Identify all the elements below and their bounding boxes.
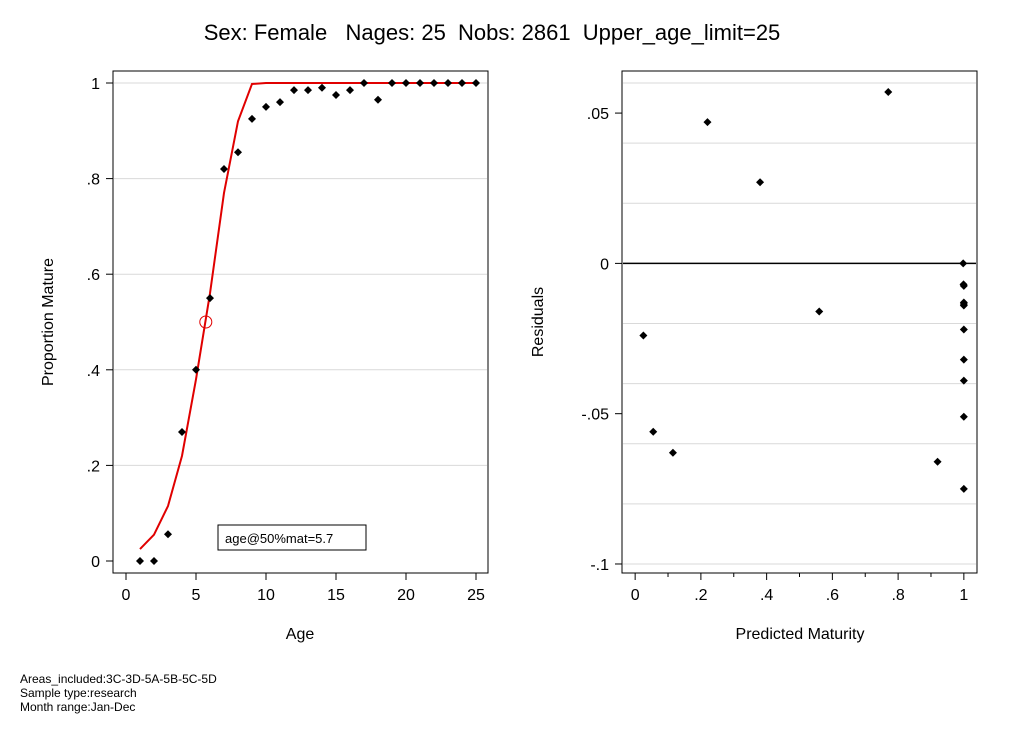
residual-point xyxy=(959,484,968,493)
y-tick-label-right: -.1 xyxy=(590,557,609,574)
observed-point xyxy=(388,79,396,87)
observed-point xyxy=(248,114,256,123)
observed-point xyxy=(206,294,214,303)
plot-area-right xyxy=(621,70,978,574)
grid-right xyxy=(623,82,976,565)
observed-point xyxy=(416,79,424,87)
x-tick-label-right: .4 xyxy=(760,587,773,604)
residual-point xyxy=(959,281,968,290)
y-tick-label-right: 0 xyxy=(600,256,609,273)
observed-point xyxy=(374,95,382,104)
residual-point xyxy=(884,88,893,97)
legend-text: age@50%mat=5.7 xyxy=(225,531,333,546)
x-tick-label-right: 0 xyxy=(631,587,640,604)
a50-marker xyxy=(199,315,213,329)
residual-point xyxy=(649,427,658,436)
observed-point xyxy=(360,79,368,87)
maturity-ogive-chart: 0 5 10 15 20 25 0 .2 .4 .6 .8 1 age@50%mat=5.7 Age… xyxy=(40,70,489,643)
y-tick-label-left: 0 xyxy=(91,554,100,571)
y-tick-label-left: .8 xyxy=(87,172,100,189)
y-axis-label-right: Residuals xyxy=(530,287,547,357)
x-tick-label-left: 0 xyxy=(122,587,131,604)
residuals-chart: 0 .2 .4 .6 .8 1 -.1 -.05 0 .05 Predicted Maturit… xyxy=(530,70,978,643)
residual-point xyxy=(959,259,968,268)
residual-point xyxy=(933,457,942,466)
y-ticks-right: -.1 -.05 0 .05 xyxy=(581,106,622,574)
residual-point xyxy=(959,376,968,385)
observed-point xyxy=(220,165,228,174)
y-ticks-left: 0 .2 .4 .6 .8 1 xyxy=(87,76,113,571)
observed-point xyxy=(458,79,466,87)
residual-point xyxy=(959,355,968,364)
residual-point xyxy=(959,325,968,334)
residual-point xyxy=(668,448,677,457)
x-ticks-left: 0 5 10 15 20 25 xyxy=(122,573,485,604)
x-tick-label-left: 5 xyxy=(192,587,201,604)
note-month-range: Month range:Jan-Dec xyxy=(20,700,135,714)
observed-point xyxy=(136,557,144,565)
y-tick-label-left: .4 xyxy=(87,363,100,380)
residual-points xyxy=(639,88,968,493)
y-tick-label-right: -.05 xyxy=(581,407,609,424)
observed-point xyxy=(430,79,438,87)
x-axis-label-left: Age xyxy=(286,626,315,643)
residual-point xyxy=(756,178,765,187)
x-tick-label-left: 10 xyxy=(257,587,275,604)
y-axis-label-left: Proportion Mature xyxy=(40,258,57,386)
residual-point xyxy=(959,299,968,308)
x-tick-label-right: .8 xyxy=(891,587,904,604)
y-tick-label-left: .6 xyxy=(87,267,100,284)
x-axis-label-right: Predicted Maturity xyxy=(736,626,865,643)
observed-points xyxy=(136,79,480,565)
x-tick-label-right: .6 xyxy=(826,587,839,604)
residual-point xyxy=(703,118,712,127)
x-tick-label-right: 1 xyxy=(959,587,968,604)
notes: Areas_included:3C-3D-5A-5B-5C-5D Sample … xyxy=(20,672,217,714)
observed-point xyxy=(262,102,270,111)
x-tick-label-left: 25 xyxy=(467,587,485,604)
observed-point xyxy=(178,427,186,436)
residual-point xyxy=(815,307,824,316)
observed-point xyxy=(332,90,340,99)
observed-point xyxy=(318,83,326,92)
note-sample-type: Sample type:research xyxy=(20,686,137,700)
plot-area-left xyxy=(112,70,489,574)
observed-point xyxy=(164,530,172,539)
x-ticks-right: 0 .2 .4 .6 .8 1 xyxy=(631,573,968,604)
observed-point xyxy=(234,148,242,157)
x-tick-label-left: 15 xyxy=(327,587,345,604)
observed-point xyxy=(192,365,200,374)
legend-box: age@50%mat=5.7 xyxy=(217,524,367,551)
x-tick-label-right: .2 xyxy=(694,587,707,604)
figure-title: Sex: Female Nages: 25 Nobs: 2861 Upper_a… xyxy=(204,20,781,45)
y-tick-label-right: .05 xyxy=(587,106,609,123)
residual-point xyxy=(639,331,648,340)
y-tick-label-left: 1 xyxy=(91,76,100,93)
residual-point xyxy=(959,412,968,421)
observed-point xyxy=(472,79,480,87)
x-tick-label-left: 20 xyxy=(397,587,415,604)
observed-point xyxy=(150,557,158,565)
note-areas: Areas_included:3C-3D-5A-5B-5C-5D xyxy=(20,672,217,686)
observed-point xyxy=(304,86,312,95)
y-tick-label-left: .2 xyxy=(87,458,100,475)
observed-point xyxy=(290,86,298,95)
observed-point xyxy=(444,79,452,87)
observed-point xyxy=(346,86,354,95)
observed-point xyxy=(402,79,410,87)
observed-point xyxy=(276,98,284,107)
